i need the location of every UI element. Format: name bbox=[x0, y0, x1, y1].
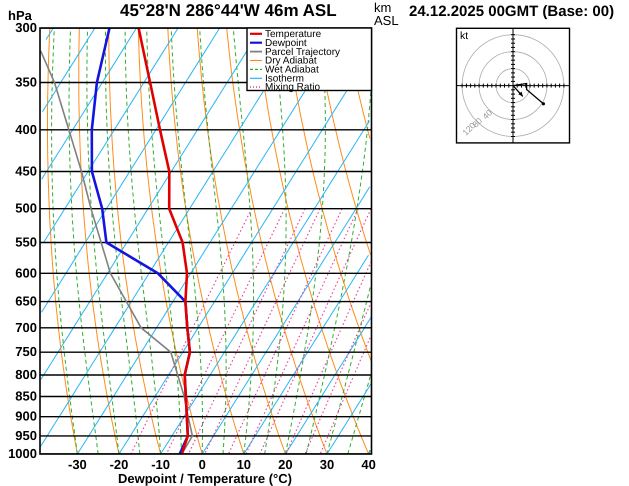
svg-text:kt: kt bbox=[460, 30, 468, 42]
svg-text:hPa: hPa bbox=[8, 8, 33, 23]
svg-text:600: 600 bbox=[15, 265, 37, 280]
svg-text:500: 500 bbox=[15, 201, 37, 216]
svg-text:700: 700 bbox=[15, 320, 37, 335]
svg-text:Mixing Ratio: Mixing Ratio bbox=[265, 82, 320, 93]
svg-text:950: 950 bbox=[15, 428, 37, 443]
svg-text:450: 450 bbox=[15, 164, 37, 179]
svg-text:ASL: ASL bbox=[374, 13, 399, 28]
svg-text:900: 900 bbox=[15, 409, 37, 424]
svg-text:350: 350 bbox=[15, 75, 37, 90]
svg-text:Dewpoint / Temperature (°C): Dewpoint / Temperature (°C) bbox=[118, 471, 292, 486]
svg-text:850: 850 bbox=[15, 389, 37, 404]
svg-text:30: 30 bbox=[320, 457, 334, 472]
svg-text:550: 550 bbox=[15, 235, 37, 250]
svg-text:24.12.2025 00GMT (Base: 00): 24.12.2025 00GMT (Base: 00) bbox=[409, 3, 614, 20]
svg-text:750: 750 bbox=[15, 344, 37, 359]
svg-text:10: 10 bbox=[237, 457, 251, 472]
svg-text:45°28'N 286°44'W 46m ASL: 45°28'N 286°44'W 46m ASL bbox=[120, 1, 337, 20]
svg-text:-30: -30 bbox=[68, 457, 87, 472]
svg-text:800: 800 bbox=[15, 367, 37, 382]
svg-text:0: 0 bbox=[199, 457, 206, 472]
svg-text:1000: 1000 bbox=[8, 446, 37, 461]
svg-text:40: 40 bbox=[361, 457, 375, 472]
svg-text:400: 400 bbox=[15, 122, 37, 137]
svg-text:-10: -10 bbox=[151, 457, 170, 472]
svg-text:650: 650 bbox=[15, 294, 37, 309]
svg-text:20: 20 bbox=[278, 457, 292, 472]
svg-text:-20: -20 bbox=[110, 457, 129, 472]
